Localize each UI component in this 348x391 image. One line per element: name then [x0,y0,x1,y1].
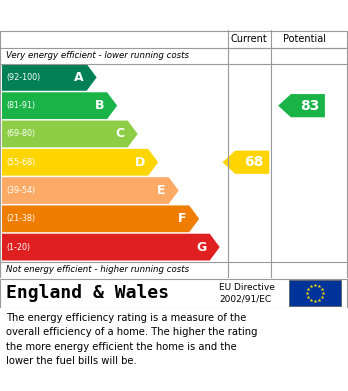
Text: A: A [74,71,84,84]
Text: Not energy efficient - higher running costs: Not energy efficient - higher running co… [6,265,189,274]
Polygon shape [2,149,158,176]
Polygon shape [2,205,199,232]
Text: D: D [135,156,145,169]
Text: B: B [95,99,104,112]
Polygon shape [2,177,179,204]
Text: 83: 83 [300,99,319,113]
Bar [289,280,341,306]
Text: England & Wales: England & Wales [6,284,169,302]
Text: 68: 68 [244,155,263,169]
Text: (69-80): (69-80) [6,129,35,138]
Polygon shape [2,92,117,119]
Text: Very energy efficient - lower running costs: Very energy efficient - lower running co… [6,52,189,61]
Polygon shape [2,64,97,91]
Text: (21-38): (21-38) [6,214,35,223]
Text: (81-91): (81-91) [6,101,35,110]
Text: (92-100): (92-100) [6,73,40,82]
Text: (39-54): (39-54) [6,186,35,195]
Text: F: F [178,212,186,225]
Text: C: C [116,127,125,140]
Text: Current: Current [230,34,267,44]
Text: Potential: Potential [283,34,326,44]
Text: G: G [197,240,207,254]
Text: EU Directive
2002/91/EC: EU Directive 2002/91/EC [219,283,275,303]
Polygon shape [222,151,269,174]
Text: E: E [157,184,166,197]
Text: (55-68): (55-68) [6,158,35,167]
Polygon shape [2,234,220,260]
Text: (1-20): (1-20) [6,242,30,251]
Polygon shape [278,94,325,117]
Text: The energy efficiency rating is a measure of the
overall efficiency of a home. T: The energy efficiency rating is a measur… [6,313,258,366]
Polygon shape [2,120,138,147]
Text: Energy Efficiency Rating: Energy Efficiency Rating [8,7,229,23]
